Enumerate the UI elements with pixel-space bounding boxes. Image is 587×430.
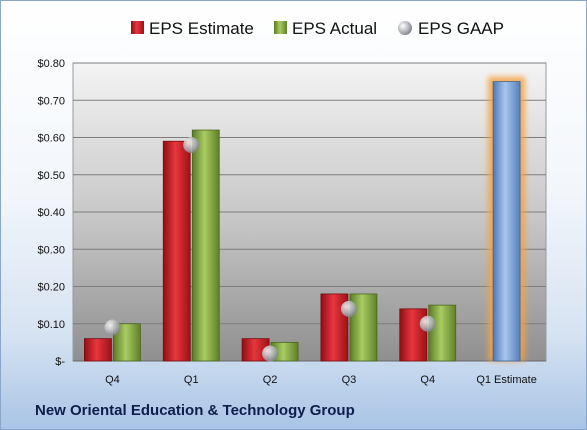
x-tick-label: Q1 Estimate <box>476 374 537 386</box>
x-tick-label: Q3 <box>342 374 357 386</box>
bars <box>84 76 526 362</box>
legend-label-estimate: EPS Estimate <box>149 19 254 38</box>
y-axis: $- $0.10 $0.20 $0.30 $0.40 $0.50 $0.60 $0.70 $0.… <box>37 58 65 368</box>
legend-swatch-estimate <box>131 21 144 34</box>
gaap-points <box>104 136 436 362</box>
y-tick-label: $0.50 <box>37 170 65 182</box>
y-tick-label: $0.10 <box>37 319 65 331</box>
x-axis: Q4 Q1 Q2 Q3 Q4 Q1 Estimate <box>105 374 537 386</box>
x-tick-label: Q4 <box>105 374 120 386</box>
legend-item-estimate: EPS Estimate <box>131 19 254 38</box>
point-eps-gaap <box>262 345 279 362</box>
legend-swatch-gaap <box>398 21 412 35</box>
company-name: New Oriental Education & Technology Grou… <box>35 402 355 419</box>
y-tick-label: $0.70 <box>37 95 65 107</box>
bar-eps-estimate <box>162 140 191 362</box>
bar-eps-estimate <box>399 308 428 362</box>
point-eps-gaap <box>183 136 200 153</box>
y-tick-label: $- <box>55 356 65 368</box>
y-tick-label: $0.20 <box>37 282 65 294</box>
x-tick-label: Q2 <box>263 374 278 386</box>
y-tick-label: $0.80 <box>37 58 65 70</box>
bar-eps-actual <box>191 129 220 362</box>
point-eps-gaap <box>419 315 436 332</box>
legend-item-gaap: EPS GAAP <box>398 19 504 38</box>
y-tick-label: $0.60 <box>37 133 65 145</box>
bar-eps-forecast <box>492 81 521 362</box>
legend: EPS Estimate EPS Actual EPS GAAP <box>131 19 504 38</box>
bar-eps-actual <box>428 304 457 362</box>
legend-item-actual: EPS Actual <box>274 19 377 38</box>
legend-label-actual: EPS Actual <box>292 19 377 38</box>
y-tick-label: $0.40 <box>37 207 65 219</box>
legend-swatch-actual <box>274 21 287 34</box>
legend-label-gaap: EPS GAAP <box>418 19 504 38</box>
eps-chart: EPS Estimate EPS Actual EPS GAAP $- $0.10… <box>37 19 547 386</box>
x-tick-label: Q4 <box>420 374 435 386</box>
point-eps-gaap <box>104 319 121 336</box>
x-tick-label: Q1 <box>184 374 199 386</box>
gridlines <box>73 62 546 362</box>
point-eps-gaap <box>340 300 357 317</box>
bar-eps-estimate <box>84 338 112 362</box>
y-tick-label: $0.30 <box>37 244 65 256</box>
